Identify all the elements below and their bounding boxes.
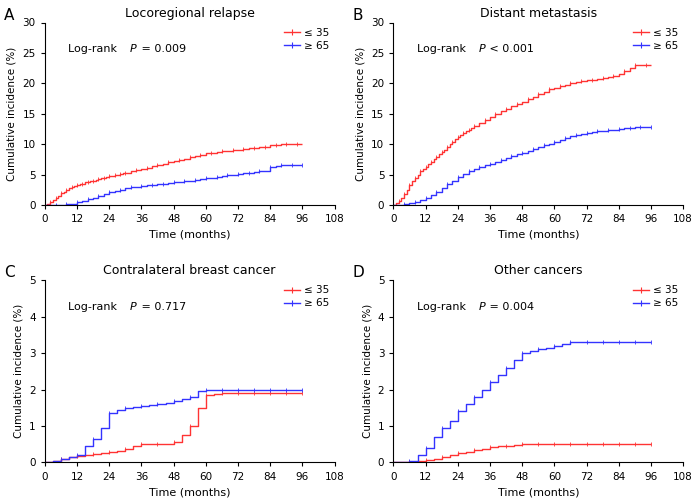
Text: A: A xyxy=(4,8,15,23)
Legend: ≤ 35, ≥ 65: ≤ 35, ≥ 65 xyxy=(282,26,331,53)
Y-axis label: Cumulative incidence (%): Cumulative incidence (%) xyxy=(362,304,372,438)
Legend: ≤ 35, ≥ 65: ≤ 35, ≥ 65 xyxy=(282,283,331,310)
Text: Log-rank: Log-rank xyxy=(68,302,120,312)
Y-axis label: Cumulative incidence (%): Cumulative incidence (%) xyxy=(7,46,17,181)
Legend: ≤ 35, ≥ 65: ≤ 35, ≥ 65 xyxy=(631,26,680,53)
Text: = 0.004: = 0.004 xyxy=(486,302,534,312)
Text: P: P xyxy=(130,44,136,54)
X-axis label: Time (months): Time (months) xyxy=(498,229,579,239)
X-axis label: Time (months): Time (months) xyxy=(498,487,579,497)
Title: Other cancers: Other cancers xyxy=(494,265,582,278)
Text: B: B xyxy=(353,8,363,23)
Text: D: D xyxy=(353,266,365,280)
Text: = 0.717: = 0.717 xyxy=(138,302,186,312)
Text: Log-rank: Log-rank xyxy=(68,44,120,54)
Text: P: P xyxy=(478,44,485,54)
Text: P: P xyxy=(478,302,485,312)
Text: Log-rank: Log-rank xyxy=(416,302,469,312)
X-axis label: Time (months): Time (months) xyxy=(149,487,230,497)
Text: C: C xyxy=(4,266,15,280)
Text: Log-rank: Log-rank xyxy=(416,44,469,54)
Text: P: P xyxy=(130,302,136,312)
Y-axis label: Cumulative incidence (%): Cumulative incidence (%) xyxy=(356,46,365,181)
Title: Contralateral breast cancer: Contralateral breast cancer xyxy=(104,265,276,278)
Title: Distant metastasis: Distant metastasis xyxy=(480,7,597,20)
Y-axis label: Cumulative incidence (%): Cumulative incidence (%) xyxy=(13,304,24,438)
Text: = 0.009: = 0.009 xyxy=(138,44,186,54)
X-axis label: Time (months): Time (months) xyxy=(149,229,230,239)
Text: < 0.001: < 0.001 xyxy=(486,44,534,54)
Legend: ≤ 35, ≥ 65: ≤ 35, ≥ 65 xyxy=(631,283,680,310)
Title: Locoregional relapse: Locoregional relapse xyxy=(125,7,255,20)
